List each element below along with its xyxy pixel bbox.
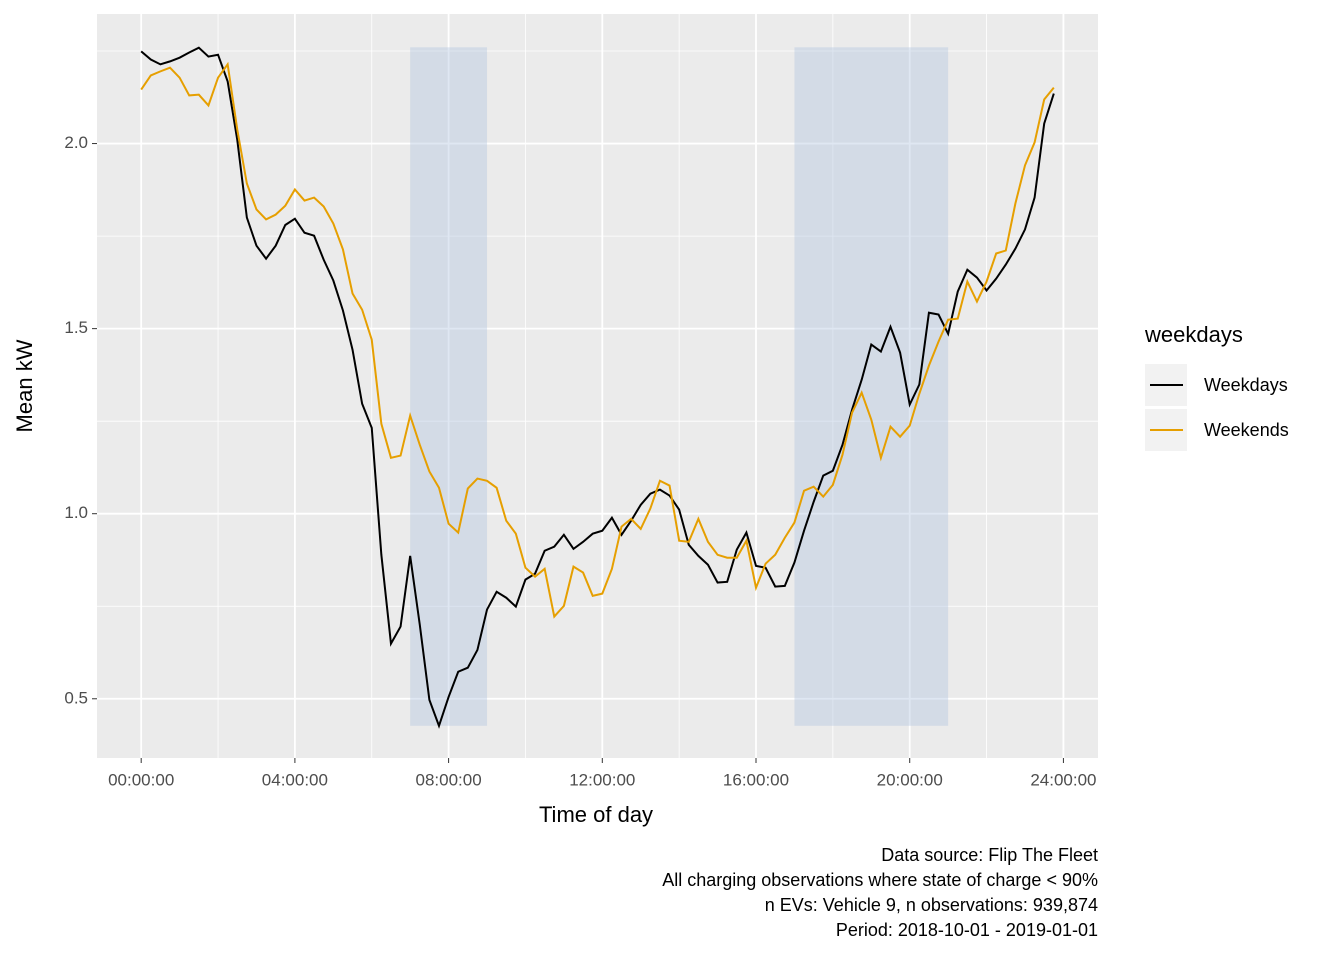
- series-line: [140, 61, 1055, 619]
- x-axis-title: Time of day: [539, 802, 653, 827]
- x-tick-label: 00:00:00: [108, 770, 174, 789]
- series-line: [140, 46, 1055, 729]
- shaded-region: [410, 47, 488, 726]
- y-axis-title: Mean kW: [12, 339, 37, 432]
- caption: n EVs: Vehicle 9, n observations: 939,87…: [765, 895, 1098, 915]
- x-tick-label: 20:00:00: [877, 770, 943, 789]
- y-tick-label: 1.5: [64, 318, 88, 337]
- caption: Data source: Flip The Fleet: [881, 845, 1098, 865]
- x-tick-label: 08:00:00: [416, 770, 482, 789]
- x-tick-label: 04:00:00: [262, 770, 328, 789]
- x-tick-label: 24:00:00: [1030, 770, 1096, 789]
- legend-title: weekdays: [1144, 322, 1243, 347]
- caption: All charging observations where state of…: [662, 870, 1098, 890]
- plot-background: [97, 14, 1098, 758]
- y-tick-label: 0.5: [64, 688, 88, 707]
- x-tick-label: 16:00:00: [723, 770, 789, 789]
- legend-label: Weekdays: [1204, 375, 1288, 395]
- x-tick-label: 12:00:00: [569, 770, 635, 789]
- legend-label: Weekends: [1204, 420, 1289, 440]
- shaded-region: [794, 47, 949, 726]
- caption: Period: 2018-10-01 - 2019-01-01: [836, 920, 1098, 940]
- y-tick-label: 2.0: [64, 133, 88, 152]
- y-tick-label: 1.0: [64, 503, 88, 522]
